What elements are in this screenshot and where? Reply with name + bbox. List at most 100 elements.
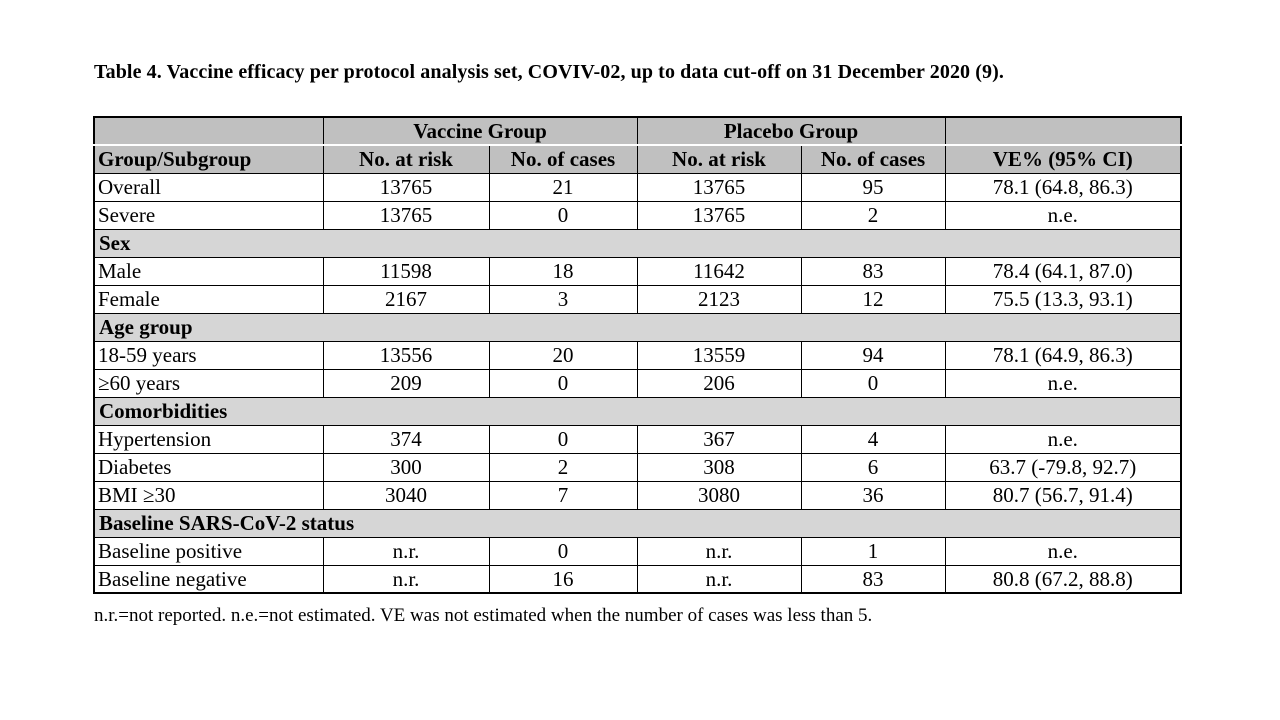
cell: 11598: [322, 256, 490, 286]
section-row-comorbidities: Comorbidities: [93, 396, 1182, 426]
row-label: Male: [93, 256, 324, 286]
cell: n.r.: [322, 564, 490, 594]
row-label: Female: [93, 284, 324, 314]
cell: n.e.: [944, 368, 1182, 398]
cell: n.r.: [636, 536, 802, 566]
cell: 0: [488, 368, 638, 398]
cell: 95: [800, 172, 946, 202]
cell: 2: [800, 200, 946, 230]
vaccine-group-header: Vaccine Group: [322, 116, 638, 146]
cell: 206: [636, 368, 802, 398]
cell: 78.1 (64.9, 86.3): [944, 340, 1182, 370]
cell: 13559: [636, 340, 802, 370]
cell: 83: [800, 256, 946, 286]
cell: 308: [636, 452, 802, 482]
table-row-60-plus-years: ≥60 years 209 0 206 0 n.e.: [93, 368, 1182, 398]
cell: 13765: [636, 172, 802, 202]
cell: 12: [800, 284, 946, 314]
cell: 21: [488, 172, 638, 202]
cell: n.r.: [636, 564, 802, 594]
cell: 75.5 (13.3, 93.1): [944, 284, 1182, 314]
cell: n.e.: [944, 200, 1182, 230]
table-row-female: Female 2167 3 2123 12 75.5 (13.3, 93.1): [93, 284, 1182, 314]
cell: 3080: [636, 480, 802, 510]
table-row-baseline-positive: Baseline positive n.r. 0 n.r. 1 n.e.: [93, 536, 1182, 566]
cell: 0: [800, 368, 946, 398]
row-label: Baseline positive: [93, 536, 324, 566]
table-row-18-59-years: 18-59 years 13556 20 13559 94 78.1 (64.9…: [93, 340, 1182, 370]
cell: 6: [800, 452, 946, 482]
table-row-diabetes: Diabetes 300 2 308 6 63.7 (-79.8, 92.7): [93, 452, 1182, 482]
column-header-no-at-risk-vaccine: No. at risk: [322, 144, 490, 174]
table-footnote: n.r.=not reported. n.e.=not estimated. V…: [94, 605, 873, 626]
row-label: Severe: [93, 200, 324, 230]
cell: 0: [488, 536, 638, 566]
blank-header-cell: [93, 116, 324, 146]
column-header-no-of-cases-vaccine: No. of cases: [488, 144, 638, 174]
cell: 13556: [322, 340, 490, 370]
table-row-bmi-30: BMI ≥30 3040 7 3080 36 80.7 (56.7, 91.4): [93, 480, 1182, 510]
cell: 78.1 (64.8, 86.3): [944, 172, 1182, 202]
table-row-baseline-negative: Baseline negative n.r. 16 n.r. 83 80.8 (…: [93, 564, 1182, 594]
column-header-group-subgroup: Group/Subgroup: [93, 144, 324, 174]
table-row-overall: Overall 13765 21 13765 95 78.1 (64.8, 86…: [93, 172, 1182, 202]
section-label: Sex: [93, 228, 1182, 258]
section-label: Comorbidities: [93, 396, 1182, 426]
cell: 11642: [636, 256, 802, 286]
cell: 0: [488, 424, 638, 454]
section-label: Baseline SARS-CoV-2 status: [93, 508, 1182, 538]
table-row-male: Male 11598 18 11642 83 78.4 (64.1, 87.0): [93, 256, 1182, 286]
cell: 13765: [636, 200, 802, 230]
cell: 367: [636, 424, 802, 454]
row-label: BMI ≥30: [93, 480, 324, 510]
cell: n.r.: [322, 536, 490, 566]
cell: 0: [488, 200, 638, 230]
cell: 300: [322, 452, 490, 482]
cell: 83: [800, 564, 946, 594]
cell: 4: [800, 424, 946, 454]
column-header-ve-ci: VE% (95% CI): [944, 144, 1182, 174]
table-row-severe: Severe 13765 0 13765 2 n.e.: [93, 200, 1182, 230]
cell: 3040: [322, 480, 490, 510]
cell: 2: [488, 452, 638, 482]
cell: 78.4 (64.1, 87.0): [944, 256, 1182, 286]
cell: 2167: [322, 284, 490, 314]
row-label: 18-59 years: [93, 340, 324, 370]
cell: 3: [488, 284, 638, 314]
vaccine-efficacy-table: Vaccine Group Placebo Group Group/Subgro…: [93, 116, 1183, 594]
row-label: Diabetes: [93, 452, 324, 482]
cell: 20: [488, 340, 638, 370]
cell: 36: [800, 480, 946, 510]
cell: 18: [488, 256, 638, 286]
row-label: Hypertension: [93, 424, 324, 454]
cell: n.e.: [944, 424, 1182, 454]
cell: 16: [488, 564, 638, 594]
cell: 13765: [322, 200, 490, 230]
column-header-no-at-risk-placebo: No. at risk: [636, 144, 802, 174]
cell: 63.7 (-79.8, 92.7): [944, 452, 1182, 482]
cell: 374: [322, 424, 490, 454]
cell: 13765: [322, 172, 490, 202]
cell: 2123: [636, 284, 802, 314]
placebo-group-header: Placebo Group: [636, 116, 946, 146]
column-header-row: Group/Subgroup No. at risk No. of cases …: [93, 144, 1182, 174]
table-row-hypertension: Hypertension 374 0 367 4 n.e.: [93, 424, 1182, 454]
table-caption: Table 4. Vaccine efficacy per protocol a…: [94, 61, 1004, 83]
section-label: Age group: [93, 312, 1182, 342]
row-label: ≥60 years: [93, 368, 324, 398]
section-row-sex: Sex: [93, 228, 1182, 258]
cell: n.e.: [944, 536, 1182, 566]
cell: 80.7 (56.7, 91.4): [944, 480, 1182, 510]
group-header-row: Vaccine Group Placebo Group: [93, 116, 1182, 146]
cell: 1: [800, 536, 946, 566]
row-label: Overall: [93, 172, 324, 202]
blank-header-cell: [944, 116, 1182, 146]
cell: 80.8 (67.2, 88.8): [944, 564, 1182, 594]
row-label: Baseline negative: [93, 564, 324, 594]
column-header-no-of-cases-placebo: No. of cases: [800, 144, 946, 174]
cell: 94: [800, 340, 946, 370]
cell: 209: [322, 368, 490, 398]
section-row-age-group: Age group: [93, 312, 1182, 342]
section-row-baseline-status: Baseline SARS-CoV-2 status: [93, 508, 1182, 538]
cell: 7: [488, 480, 638, 510]
